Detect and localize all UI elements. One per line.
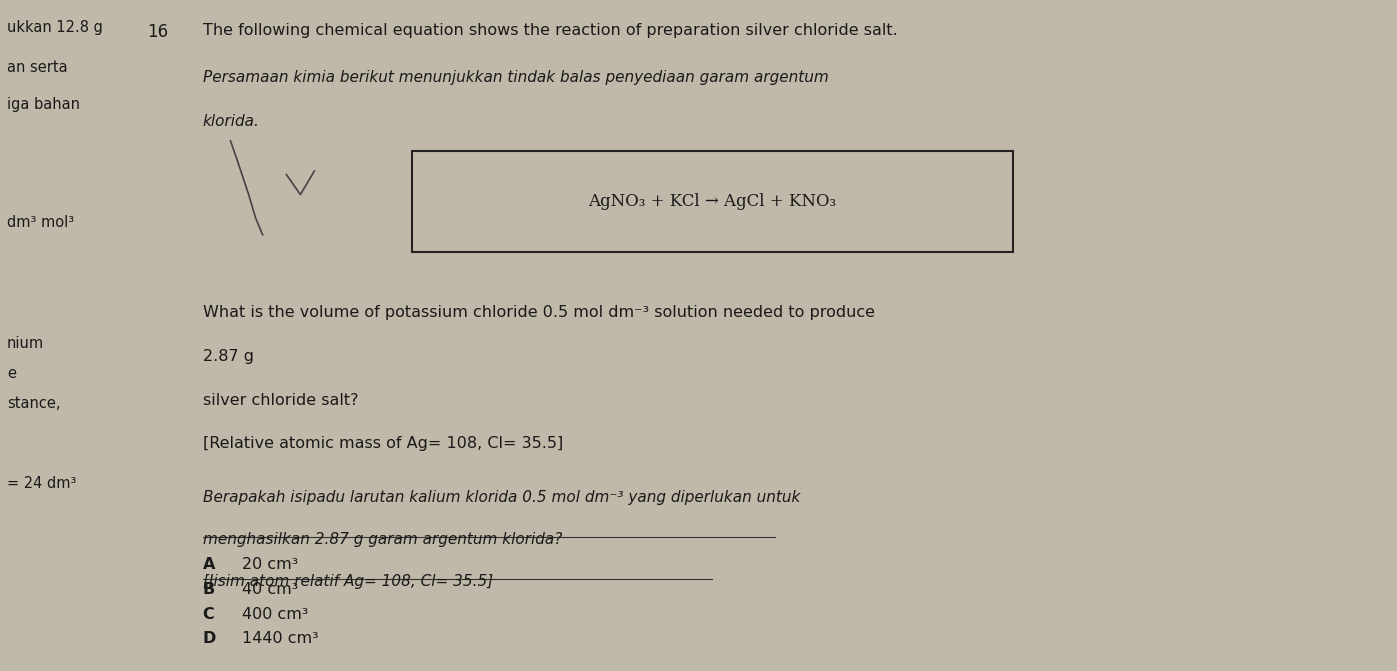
Text: silver chloride salt?: silver chloride salt?: [203, 393, 358, 407]
Text: 2.87 g: 2.87 g: [203, 349, 254, 364]
Text: 16: 16: [147, 23, 168, 42]
Text: 400 cm³: 400 cm³: [242, 607, 309, 621]
Text: klorida.: klorida.: [203, 114, 260, 129]
FancyBboxPatch shape: [412, 151, 1013, 252]
Text: 20 cm³: 20 cm³: [242, 557, 298, 572]
Text: The following chemical equation shows the reaction of preparation silver chlorid: The following chemical equation shows th…: [203, 23, 897, 38]
Text: B: B: [203, 582, 215, 597]
Text: an serta: an serta: [7, 60, 67, 75]
Text: What is the volume of potassium chloride 0.5 mol dm⁻³ solution needed to produce: What is the volume of potassium chloride…: [203, 305, 875, 320]
Text: A: A: [203, 557, 215, 572]
Text: menghasilkan 2.87 g garam argentum klorida?: menghasilkan 2.87 g garam argentum klori…: [203, 532, 562, 547]
Text: 1440 cm³: 1440 cm³: [242, 631, 319, 646]
Text: dm³ mol³: dm³ mol³: [7, 215, 74, 229]
Text: e: e: [7, 366, 15, 380]
Text: AgNO₃ + KCl → AgCl + KNO₃: AgNO₃ + KCl → AgCl + KNO₃: [588, 193, 837, 210]
Text: Berapakah isipadu larutan kalium klorida 0.5 mol dm⁻³ yang diperlukan untuk: Berapakah isipadu larutan kalium klorida…: [203, 490, 800, 505]
Text: 40 cm³: 40 cm³: [242, 582, 298, 597]
Text: stance,: stance,: [7, 396, 60, 411]
Text: Persamaan kimia berikut menunjukkan tindak balas penyediaan garam argentum: Persamaan kimia berikut menunjukkan tind…: [203, 70, 828, 85]
Text: iga bahan: iga bahan: [7, 97, 80, 112]
Text: [Relative atomic mass of Ag= 108, Cl= 35.5]: [Relative atomic mass of Ag= 108, Cl= 35…: [203, 436, 563, 451]
Text: nium: nium: [7, 336, 45, 350]
Text: C: C: [203, 607, 214, 621]
Text: = 24 dm³: = 24 dm³: [7, 476, 77, 491]
Text: ukkan 12.8 g: ukkan 12.8 g: [7, 20, 103, 35]
Text: [Jisim atom relatif Ag= 108, Cl= 35.5]: [Jisim atom relatif Ag= 108, Cl= 35.5]: [203, 574, 493, 588]
Text: D: D: [203, 631, 217, 646]
